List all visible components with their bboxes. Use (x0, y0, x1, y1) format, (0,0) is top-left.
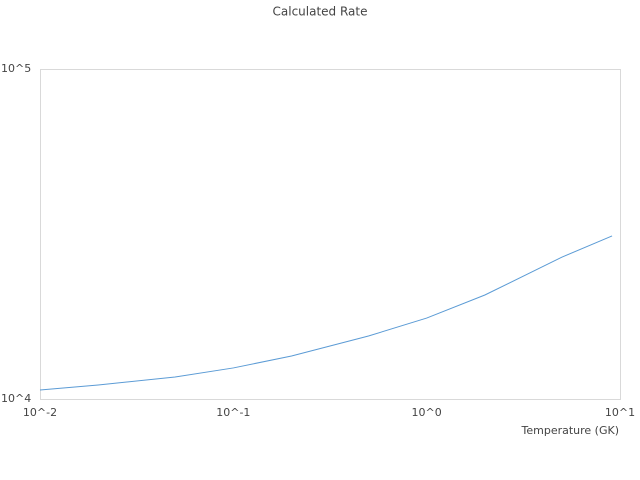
x-tick-label: 10^1 (605, 406, 635, 419)
chart-title: Calculated Rate (273, 5, 368, 19)
plot-frame (40, 69, 621, 400)
x-tick-label: 10^-2 (23, 406, 57, 419)
x-tick-label: 10^0 (412, 406, 442, 419)
y-tick-label: 10^4 (1, 392, 31, 405)
x-axis-label: Temperature (GK) (521, 424, 620, 437)
line-series (39, 235, 613, 391)
x-tick-label: 10^-1 (216, 406, 250, 419)
y-tick-label: 10^5 (1, 62, 31, 75)
